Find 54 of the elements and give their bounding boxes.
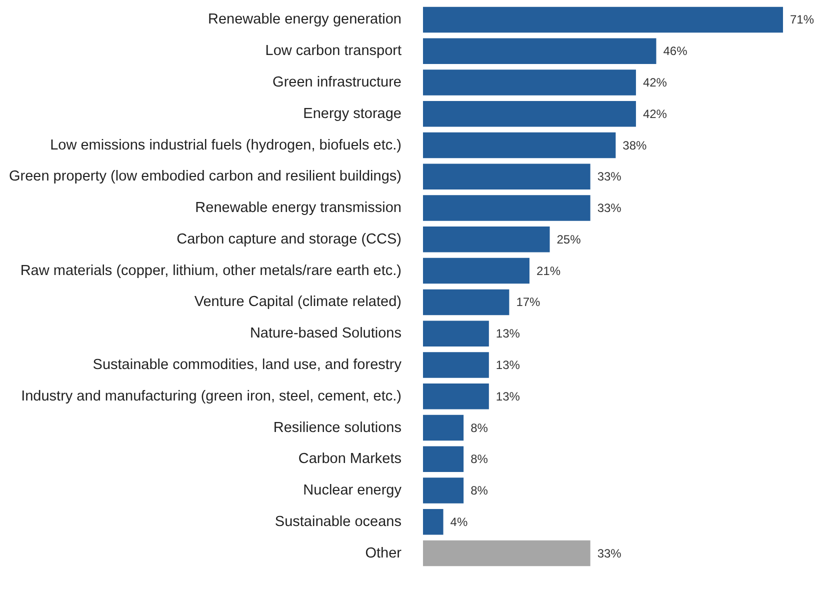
bar (423, 132, 616, 158)
bar (423, 509, 444, 535)
y-tick-label: Renewable energy transmission (195, 200, 402, 216)
bar (423, 164, 590, 190)
bar (423, 383, 489, 410)
y-tick-label: Green property (low embodied carbon and resilient buildings) (8, 168, 402, 185)
data-label: 33% (597, 201, 622, 216)
data-label: 13% (496, 389, 520, 404)
data-label: 8% (470, 484, 488, 498)
y-tick-label: Low carbon transport (265, 43, 402, 60)
data-label: 13% (496, 358, 520, 372)
y-tick-label: Low emissions industrial fuels (hydrogen, biofuels etc.) (50, 137, 402, 154)
y-tick-label: Industry and manufacturing (green iron, steel, cement, etc.) (21, 388, 402, 404)
data-label: 42% (642, 75, 668, 90)
data-label: 4% (450, 514, 468, 529)
y-tick-label: Green infrastructure (272, 74, 402, 90)
bar (423, 70, 636, 96)
bar (423, 100, 636, 127)
y-tick-label: Sustainable commodities, land use, and forestry (92, 356, 402, 373)
data-label: 46% (663, 44, 688, 58)
bar (423, 195, 590, 221)
data-label: 71% (790, 12, 814, 27)
data-label: 38% (622, 138, 648, 152)
data-label: 8% (470, 452, 488, 466)
y-tick-label: Venture Capital (climate related) (194, 294, 402, 310)
y-tick-label: Raw materials (copper, lithium, other metals/rare earth etc.) (20, 262, 402, 279)
y-tick-label: Resilience solutions (273, 420, 402, 436)
y-tick-label: Energy storage (303, 106, 402, 122)
y-tick-label: Sustainable oceans (274, 514, 402, 530)
y-tick-label: Renewable energy generation (208, 12, 402, 28)
y-tick-label: Nuclear energy (303, 482, 402, 499)
y-tick-label: Carbon capture and storage (CCS) (176, 231, 402, 248)
data-label: 25% (556, 232, 582, 246)
y-tick-label: Nature-based Solutions (250, 326, 402, 342)
data-label: 8% (470, 420, 488, 435)
data-label: 21% (536, 264, 561, 278)
data-label: 17% (516, 295, 541, 310)
bar (423, 414, 464, 441)
bar (423, 446, 464, 472)
data-label: 13% (496, 326, 520, 341)
bar (423, 289, 510, 316)
data-label: 33% (597, 170, 622, 184)
bar (423, 320, 489, 346)
data-label: 33% (597, 546, 622, 560)
bar (423, 38, 656, 64)
bar (423, 540, 590, 566)
y-tick-label: Other (365, 545, 402, 562)
bar (423, 258, 530, 284)
bar (423, 478, 464, 504)
bar (423, 6, 783, 33)
data-label: 42% (642, 106, 668, 121)
y-tick-label: Carbon Markets (298, 451, 402, 468)
bar (423, 226, 550, 252)
bar (423, 352, 489, 378)
